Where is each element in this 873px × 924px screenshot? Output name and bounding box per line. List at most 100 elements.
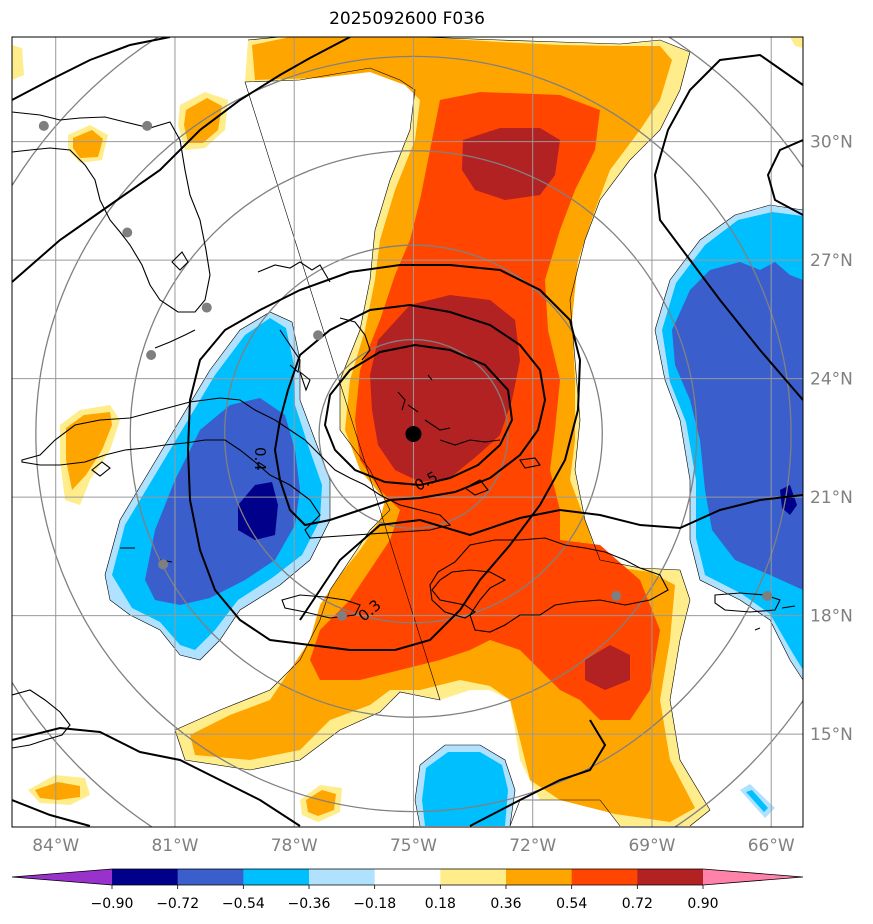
shade-pos-blob-nw — [12, 45, 24, 80]
station-dot-9 — [762, 590, 773, 601]
coast-puerto-rico — [714, 592, 781, 613]
shade-pos-072-north — [462, 128, 560, 200]
colorbar-segment-2 — [243, 869, 310, 885]
outline-neg-south — [414, 744, 516, 827]
outline-neg-west — [104, 311, 331, 661]
shade-pos-blob-cuba-inner — [66, 412, 112, 490]
gridlines — [12, 37, 803, 827]
y-tick-label-0: 15°N — [810, 725, 853, 745]
shade-pos-blob-sw-inner — [35, 782, 80, 800]
x-tick-label-5: 69°W — [628, 836, 675, 856]
y-tick-label-5: 30°N — [810, 133, 853, 153]
contour-label-04: 0.4 — [251, 447, 269, 471]
shading-layer — [12, 37, 803, 826]
coast-isle-youth — [91, 461, 111, 477]
contour-south2 — [469, 719, 607, 827]
coast-hispaniola — [429, 537, 669, 633]
colorbar-tick-label-8: 0.72 — [622, 896, 653, 912]
colorbar-segment-5 — [440, 869, 507, 885]
coastlines — [12, 111, 796, 749]
contour-nw — [12, 37, 171, 101]
x-axis-ticks: 84°W 81°W 78°W 75°W 72°W 69°W 66°W — [32, 836, 795, 856]
colorbar: −0.90 −0.72 −0.54 −0.36 −0.18 0.18 0.36 0.54 0.7… — [11, 868, 804, 912]
coast-bahamas-1 — [257, 261, 331, 283]
storm-center-marker — [405, 425, 422, 442]
coast-central-america — [12, 689, 71, 749]
outline-neg-east — [654, 204, 803, 681]
contour-se — [299, 494, 803, 621]
shade-pos-blob-s-inner — [306, 790, 336, 816]
station-dot-5 — [313, 330, 324, 341]
station-dot-6 — [158, 559, 169, 570]
contour-south — [12, 726, 301, 827]
station-dot-4 — [146, 349, 157, 360]
contour-outer — [12, 37, 351, 283]
coast-florida-lake — [171, 251, 189, 271]
shade-neg-east-054 — [672, 262, 803, 590]
station-dot-7 — [336, 610, 347, 621]
shade-neg-blob-se-inner — [746, 790, 768, 812]
colorbar-segment-1 — [177, 869, 244, 885]
x-tick-label-2: 78°W — [271, 836, 318, 856]
colorbar-segment-3 — [309, 869, 376, 885]
y-tick-label-3: 24°N — [810, 370, 853, 390]
colorbar-tick-label-9: 0.90 — [687, 896, 718, 912]
x-tick-label-3: 75°W — [390, 836, 437, 856]
colorbar-tick-label-7: 0.54 — [556, 896, 587, 912]
coast-keys — [154, 329, 196, 349]
colorbar-tick-label-3: −0.36 — [288, 896, 331, 912]
contour-ne — [653, 53, 803, 401]
colorbar-segment-0 — [112, 869, 179, 885]
coast-bahamas-4 — [298, 370, 311, 392]
colorbar-segment-6 — [506, 869, 573, 885]
station-dot-8 — [611, 590, 622, 601]
y-tick-label-1: 18°N — [810, 607, 853, 627]
contour-ne2 — [766, 139, 803, 216]
colorbar-extend-high — [703, 869, 803, 885]
colorbar-tick-label-4: −0.18 — [353, 896, 396, 912]
colorbar-segment-7 — [571, 869, 638, 885]
shade-neg-west-054 — [145, 398, 300, 605]
y-tick-label-4: 27°N — [810, 251, 853, 271]
coast-cuba — [21, 397, 452, 539]
station-dot-2 — [122, 227, 133, 238]
x-tick-label-6: 66°W — [748, 836, 795, 856]
shade-neg-south-036 — [422, 752, 508, 826]
x-tick-label-0: 84°W — [32, 836, 79, 856]
shade-pos-blob-fl2-inner — [73, 130, 103, 158]
colorbar-extend-low — [12, 869, 112, 885]
colorbar-tick-label-6: 0.36 — [490, 896, 521, 912]
colorbar-tick-label-0: −0.90 — [91, 896, 134, 912]
y-axis-ticks: 15°N 18°N 21°N 24°N 27°N 30°N — [810, 133, 853, 745]
outline-pos-main — [174, 37, 711, 827]
y-tick-label-2: 21°N — [810, 488, 853, 508]
x-tick-label-1: 81°W — [151, 836, 198, 856]
map-frame — [11, 36, 804, 828]
x-tick-label-4: 72°W — [509, 836, 556, 856]
shade-pos-blob-ne — [790, 37, 803, 48]
contour-layer — [12, 37, 803, 827]
station-dot-0 — [38, 120, 49, 131]
contour-03 — [186, 264, 582, 651]
colorbar-segment-4 — [374, 869, 441, 885]
coast-jamaica — [281, 594, 361, 619]
coast-pr-islands — [754, 605, 796, 631]
shade-outline-layer — [104, 37, 803, 827]
colorbar-tick-label-2: −0.54 — [222, 896, 265, 912]
station-dot-3 — [201, 302, 212, 313]
contour-05 — [323, 343, 514, 487]
colorbar-segment-8 — [637, 869, 704, 885]
contour-04 — [273, 303, 547, 527]
station-dot-1 — [142, 120, 153, 131]
map-title: 2025092600 F036 — [329, 9, 485, 29]
colorbar-tick-label-1: −0.72 — [156, 896, 199, 912]
contour-sw — [12, 799, 91, 827]
station-dots — [38, 120, 773, 621]
colorbar-tick-label-5: 0.18 — [425, 896, 456, 912]
coast-us-gulf — [12, 111, 211, 313]
coast-inagua — [463, 457, 541, 496]
coast-bahamas-5 — [397, 374, 501, 446]
shade-pos-072-south — [585, 645, 630, 690]
